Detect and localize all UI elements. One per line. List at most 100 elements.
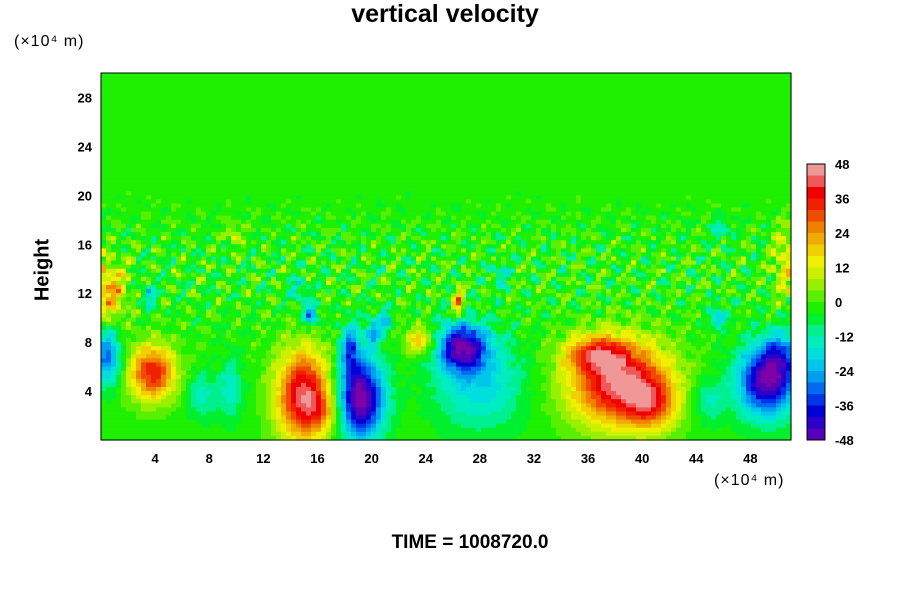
contour-cell (141, 179, 147, 184)
contour-cell (476, 142, 482, 147)
contour-cell (211, 101, 217, 107)
contour-cell (136, 150, 142, 156)
contour-cell (251, 81, 257, 86)
contour-cell (206, 113, 212, 119)
contour-cell (126, 138, 132, 143)
contour-cell (156, 170, 162, 176)
contour-cell (106, 166, 112, 172)
contour-cell (281, 130, 287, 135)
contour-cell (136, 126, 142, 131)
contour-cell (206, 73, 212, 78)
contour-cell (171, 154, 177, 160)
contour-cell (436, 211, 442, 217)
contour-cell (236, 77, 242, 82)
contour-cell (336, 187, 342, 192)
contour-cell (566, 183, 572, 188)
contour-cell (326, 142, 332, 147)
contour-cell (501, 146, 507, 152)
contour-cell (506, 154, 512, 160)
contour-cell (386, 126, 392, 131)
contour-cell (236, 191, 242, 196)
contour-cell (616, 150, 622, 156)
contour-cell (536, 97, 542, 103)
contour-cell (351, 187, 357, 192)
contour-cell (186, 179, 192, 184)
contour-cell (526, 195, 532, 201)
contour-cell (101, 195, 107, 201)
contour-cell (686, 211, 692, 217)
contour-cell (541, 93, 547, 99)
contour-cell (551, 134, 557, 139)
contour-cell (161, 215, 167, 221)
contour-cell (551, 89, 557, 94)
contour-cell (556, 191, 562, 196)
contour-cell (241, 162, 247, 168)
contour-cell (491, 85, 497, 90)
contour-cell (226, 203, 232, 209)
contour-cell (651, 199, 657, 205)
contour-cell (521, 126, 527, 131)
contour-cell (706, 162, 712, 168)
contour-cell (676, 162, 682, 168)
contour-cell (241, 150, 247, 156)
contour-cell (146, 73, 152, 78)
contour-cell (671, 77, 677, 82)
contour-cell (336, 121, 342, 127)
contour-cell (746, 117, 752, 123)
contour-cell (741, 150, 747, 156)
contour-cell (681, 73, 687, 78)
contour-cell (481, 215, 487, 221)
contour-cell (556, 174, 562, 180)
contour-cell (106, 134, 112, 139)
contour-cell (671, 154, 677, 160)
contour-cell (326, 154, 332, 160)
contour-cell (251, 89, 257, 94)
contour-cell (751, 97, 757, 103)
contour-cell (431, 179, 437, 184)
contour-cell (741, 174, 747, 180)
contour-cell (101, 219, 107, 225)
contour-cell (216, 89, 222, 94)
contour-cell (521, 81, 527, 86)
contour-cell (136, 203, 142, 209)
contour-cell (501, 113, 507, 119)
contour-cell (616, 77, 622, 82)
contour-cell (456, 77, 462, 82)
contour-cell (126, 89, 132, 94)
contour-cell (756, 142, 762, 147)
contour-cell (251, 121, 257, 127)
contour-cell (431, 146, 437, 152)
contour-cell (221, 154, 227, 160)
contour-cell (316, 101, 322, 107)
contour-cell (286, 105, 292, 111)
contour-cell (116, 174, 122, 180)
contour-cell (511, 97, 517, 103)
contour-cell (311, 166, 317, 172)
contour-cell (496, 142, 502, 147)
contour-cell (416, 121, 422, 127)
contour-cell (476, 162, 482, 168)
contour-cell (381, 134, 387, 139)
contour-cell (516, 105, 522, 111)
contour-cell (276, 170, 282, 176)
contour-cell (641, 211, 647, 217)
contour-cell (546, 105, 552, 111)
contour-cell (116, 191, 122, 196)
contour-cell (286, 117, 292, 123)
contour-cell (246, 179, 252, 184)
contour-cell (646, 154, 652, 160)
contour-cell (591, 89, 597, 94)
contour-cell (506, 93, 512, 99)
contour-cell (131, 146, 137, 152)
contour-cell (226, 73, 232, 78)
contour-cell (346, 170, 352, 176)
contour-cell (361, 195, 367, 201)
contour-cell (516, 215, 522, 221)
contour-cell (111, 195, 117, 201)
contour-cell (426, 162, 432, 168)
contour-cell (691, 93, 697, 99)
contour-cell (761, 113, 767, 119)
contour-cell (766, 207, 772, 213)
contour-cell (156, 146, 162, 152)
contour-cell (516, 154, 522, 160)
